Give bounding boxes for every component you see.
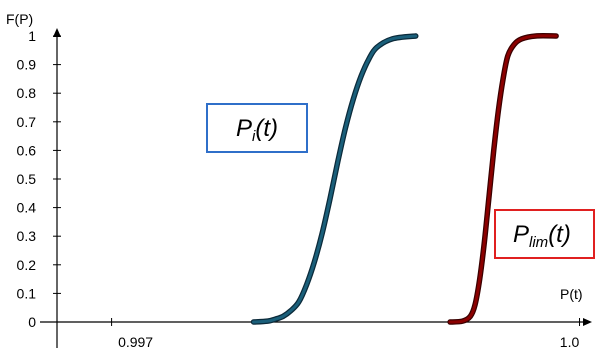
y-tick-label: 0.7 bbox=[17, 114, 37, 130]
legend-box-pi-sub: i bbox=[252, 128, 256, 145]
legend-box-pi-suffix: (t) bbox=[255, 115, 278, 142]
legend-box-pi-label: Pi(t) bbox=[236, 115, 278, 145]
y-tick-label: 0.2 bbox=[17, 257, 37, 273]
x-tick-label: 1.0 bbox=[560, 334, 580, 350]
legend-box-plim-frame bbox=[494, 209, 595, 259]
y-tick-label: 0.9 bbox=[17, 57, 37, 73]
y-tick-label: 0 bbox=[28, 314, 36, 330]
y-tick-label: 0.4 bbox=[17, 200, 37, 216]
y-axis-title: F(P) bbox=[6, 11, 33, 27]
legend-box-pi-frame bbox=[206, 103, 308, 153]
x-tick-label: 0.997 bbox=[118, 334, 153, 350]
legend-box-plim-suffix: (t) bbox=[548, 221, 571, 248]
y-axis-arrow bbox=[53, 28, 61, 37]
legend-box-pi: Pi(t) bbox=[206, 103, 308, 153]
legend-box-pi-main: P bbox=[236, 115, 252, 142]
x-axis-arrow bbox=[583, 318, 592, 326]
legend-box-plim: Plim(t) bbox=[494, 209, 595, 259]
ticks: 0 0.1 0.2 0.3 0.4 0.5 0.6 0.7 0.8 0.9 1 0.997 1.0 bbox=[17, 28, 581, 350]
curves bbox=[250, 33, 559, 325]
y-tick-label: 1 bbox=[28, 28, 36, 44]
y-tick-label: 0.5 bbox=[17, 171, 37, 187]
legend-box-plim-main: P bbox=[513, 221, 529, 248]
y-tick-label: 0.6 bbox=[17, 142, 37, 158]
y-tick-label: 0.8 bbox=[17, 85, 37, 101]
legend-box-plim-label: Plim(t) bbox=[513, 221, 571, 251]
y-tick-label: 0.1 bbox=[17, 285, 37, 301]
x-axis-title: P(t) bbox=[560, 286, 583, 302]
series-plim-line bbox=[448, 34, 558, 324]
series-pi-line bbox=[252, 34, 418, 324]
legend-box-plim-sub: lim bbox=[529, 234, 548, 251]
axes bbox=[40, 28, 592, 348]
y-tick-label: 0.3 bbox=[17, 228, 37, 244]
